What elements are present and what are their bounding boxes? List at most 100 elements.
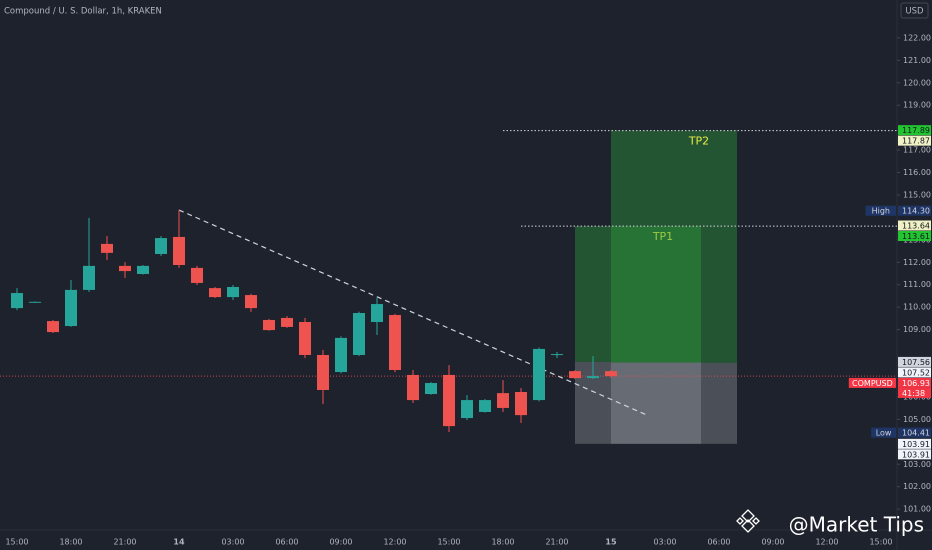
price-tag: Low xyxy=(876,429,892,438)
y-tick-label: 120.00 xyxy=(903,78,931,87)
candle-body xyxy=(281,317,293,327)
price-label-box xyxy=(898,231,931,242)
candle-body xyxy=(245,295,257,309)
price-label: 107.56 xyxy=(902,358,930,367)
candle-body xyxy=(515,392,527,416)
candle-body xyxy=(263,319,275,331)
price-label-box xyxy=(898,367,931,378)
x-tick-label: 18:00 xyxy=(59,538,82,547)
x-tick-label: 18:00 xyxy=(491,538,514,547)
candle-body xyxy=(119,265,131,272)
target-label: TP1 xyxy=(652,230,673,243)
candle-body xyxy=(551,354,563,356)
price-label: 104.41 xyxy=(902,429,930,438)
y-tick-label: 115.00 xyxy=(903,190,931,199)
price-label-box xyxy=(898,449,931,460)
x-tick-label: 09:00 xyxy=(761,538,784,547)
currency[interactable]: USD xyxy=(905,7,924,17)
x-tick-label: 15:00 xyxy=(437,538,460,547)
trendline xyxy=(178,209,648,416)
price-label-box xyxy=(898,356,931,367)
candle-body xyxy=(191,267,203,283)
x-tick-label: 06:00 xyxy=(707,538,730,547)
price-label-box xyxy=(898,125,931,136)
price-label-box xyxy=(898,220,931,231)
candle-body xyxy=(587,376,599,379)
x-tick-label: 15 xyxy=(605,538,617,547)
candle-body xyxy=(83,265,95,290)
price-label: 103.91 xyxy=(902,440,930,449)
candle-body xyxy=(605,371,617,377)
candle-body xyxy=(137,265,149,274)
price-label: 117.87 xyxy=(902,137,930,146)
price-label: 113.61 xyxy=(902,232,930,241)
candle-body xyxy=(407,374,419,401)
stop-zone xyxy=(575,361,701,444)
countdown: 41:38 xyxy=(902,389,925,398)
price-label-box xyxy=(898,205,931,216)
target-zone xyxy=(575,226,701,362)
candle-body xyxy=(299,321,311,355)
price-tag: COMPUSD xyxy=(852,379,893,388)
candle-body xyxy=(353,313,365,355)
watermark: @Market Tips xyxy=(789,513,924,537)
watermark-logo xyxy=(736,509,760,533)
candle-body xyxy=(11,293,23,309)
price-label-box xyxy=(898,377,931,388)
candle-body xyxy=(173,236,185,265)
price-tag-box xyxy=(865,205,896,216)
y-tick-label: 122.00 xyxy=(903,33,931,42)
chart-title: Compound / U. S. Dollar, 1h, KRAKEN xyxy=(4,7,162,17)
candle-body xyxy=(65,289,77,327)
currency-box[interactable] xyxy=(900,2,929,19)
candle-body xyxy=(371,304,383,322)
price-label-box xyxy=(898,427,931,438)
countdown-box xyxy=(898,387,931,398)
candle-body xyxy=(155,238,167,255)
candle-body xyxy=(335,337,347,373)
x-tick-label: 12:00 xyxy=(815,538,838,547)
candle-body xyxy=(425,383,437,395)
candle-body xyxy=(227,286,239,298)
target-label: TP2 xyxy=(688,135,709,148)
price-label-box xyxy=(898,438,931,449)
target-zone xyxy=(611,130,737,363)
price-label: 114.30 xyxy=(902,207,930,216)
candle-body xyxy=(47,321,59,333)
candle-body xyxy=(461,400,473,419)
y-tick-label: 110.00 xyxy=(903,303,931,312)
y-tick-label: 116.00 xyxy=(903,168,931,177)
candle-body xyxy=(569,371,581,379)
plot: TP1 TP2 xyxy=(0,130,897,444)
price-label: 103.91 xyxy=(902,450,930,459)
y-tick-label: 109.00 xyxy=(903,325,931,334)
candle-body xyxy=(533,348,545,401)
price-label: 106.93 xyxy=(902,379,930,388)
price-label: 117.89 xyxy=(902,126,930,135)
candle-body xyxy=(479,400,491,412)
candle-body xyxy=(389,315,401,371)
price-label: 113.64 xyxy=(902,222,930,231)
candle-body xyxy=(209,288,221,298)
candle-body xyxy=(29,301,41,303)
candle-body xyxy=(101,243,113,253)
candle-body xyxy=(443,374,455,427)
x-tick-label: 15:00 xyxy=(5,538,28,547)
y-tick-label: 101.00 xyxy=(903,505,931,514)
candle-body xyxy=(497,393,509,408)
y-tick-label: 102.00 xyxy=(903,482,931,491)
y-tick-label: 111.00 xyxy=(903,280,931,289)
y-tick-label: 117.00 xyxy=(903,146,931,155)
price-tag-box xyxy=(848,377,896,388)
x-tick-label: 21:00 xyxy=(113,538,136,547)
price-tag: High xyxy=(872,207,890,216)
x-tick-label: 21:00 xyxy=(545,538,568,547)
price-label-box xyxy=(898,135,931,146)
x-tick-label: 06:00 xyxy=(275,538,298,547)
y-tick-label: 119.00 xyxy=(903,101,931,110)
price-tag-box xyxy=(871,427,896,438)
candle-body xyxy=(317,354,329,390)
x-tick-label: 09:00 xyxy=(329,538,352,547)
y-tick-label: 105.00 xyxy=(903,415,931,424)
